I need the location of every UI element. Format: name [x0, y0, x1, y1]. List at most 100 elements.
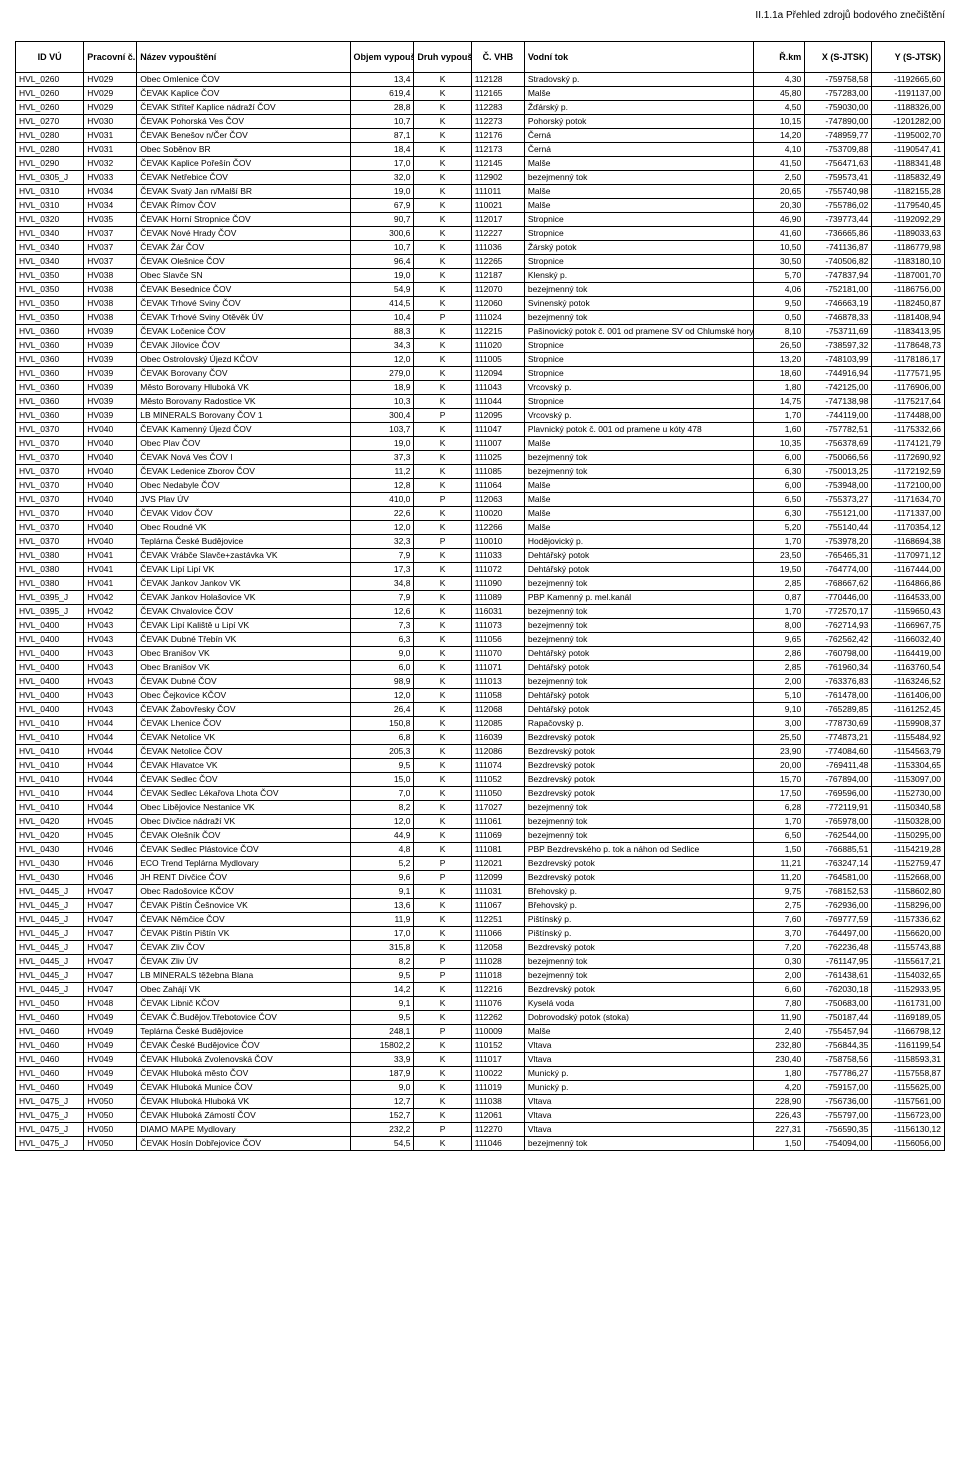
- table-cell: 96,4: [350, 255, 414, 269]
- table-cell: 9,10: [754, 703, 805, 717]
- table-row: HVL_0460HV049ČEVAK Č.Budějov.Třebotovice…: [16, 1011, 945, 1025]
- table-cell: -746878,33: [805, 311, 872, 325]
- table-cell: ČEVAK Trhové Sviny ČOV: [137, 297, 350, 311]
- table-cell: bezejmenný tok: [524, 801, 754, 815]
- table-cell: 111018: [471, 969, 524, 983]
- table-cell: HVL_0360: [16, 367, 84, 381]
- table-cell: K: [414, 297, 471, 311]
- table-cell: -757782,51: [805, 423, 872, 437]
- col-header-y: Y (S-JTSK): [872, 42, 945, 73]
- table-cell: 111056: [471, 633, 524, 647]
- table-cell: HV031: [84, 129, 137, 143]
- table-cell: 111072: [471, 563, 524, 577]
- table-row: HVL_0260HV029ČEVAK Stříteř Kaplice nádra…: [16, 101, 945, 115]
- table-cell: HV032: [84, 157, 137, 171]
- table-cell: 0,87: [754, 591, 805, 605]
- table-cell: 9,50: [754, 297, 805, 311]
- table-row: HVL_0340HV037ČEVAK Olešnice ČOV96,4K1122…: [16, 255, 945, 269]
- table-cell: -1188341,48: [872, 157, 945, 171]
- table-cell: bezejmenný tok: [524, 815, 754, 829]
- table-cell: Obec Libějovice Nestanice VK: [137, 801, 350, 815]
- table-row: HVL_0350HV038ČEVAK Besednice ČOV54,9K112…: [16, 283, 945, 297]
- table-cell: -762030,18: [805, 983, 872, 997]
- table-cell: 112176: [471, 129, 524, 143]
- table-cell: 111076: [471, 997, 524, 1011]
- table-cell: bezejmenný tok: [524, 283, 754, 297]
- table-cell: -761147,95: [805, 955, 872, 969]
- table-cell: HVL_0260: [16, 101, 84, 115]
- table-cell: 12,0: [350, 689, 414, 703]
- table-cell: -756736,00: [805, 1095, 872, 1109]
- table-cell: HV041: [84, 563, 137, 577]
- table-cell: bezejmenný tok: [524, 605, 754, 619]
- table-cell: -1158602,80: [872, 885, 945, 899]
- table-cell: HV050: [84, 1137, 137, 1151]
- table-cell: 90,7: [350, 213, 414, 227]
- table-cell: -1150328,00: [872, 815, 945, 829]
- table-cell: 112095: [471, 409, 524, 423]
- table-cell: ČEVAK Hlavatce VK: [137, 759, 350, 773]
- table-cell: 111066: [471, 927, 524, 941]
- table-cell: HVL_0270: [16, 115, 84, 129]
- table-cell: ČEVAK Hluboká Zámostí ČOV: [137, 1109, 350, 1123]
- table-row: HVL_0445_JHV047Obec Radošovice KČOV9,1K1…: [16, 885, 945, 899]
- table-cell: -761960,34: [805, 661, 872, 675]
- table-row: HVL_0400HV043Obec Branišov VK9,0K111070D…: [16, 647, 945, 661]
- table-cell: 33,9: [350, 1053, 414, 1067]
- table-cell: HVL_0280: [16, 129, 84, 143]
- table-cell: -1166032,40: [872, 633, 945, 647]
- table-cell: 227,31: [754, 1123, 805, 1137]
- table-cell: 111073: [471, 619, 524, 633]
- table-cell: HVL_0400: [16, 661, 84, 675]
- table-cell: ČEVAK Lipí Kaliště u Lipí VK: [137, 619, 350, 633]
- table-cell: 2,85: [754, 577, 805, 591]
- table-cell: HV038: [84, 311, 137, 325]
- table-cell: -1191137,00: [872, 87, 945, 101]
- table-cell: -1156130,12: [872, 1123, 945, 1137]
- table-cell: 1,80: [754, 381, 805, 395]
- table-cell: 279,0: [350, 367, 414, 381]
- table-cell: LB MINERALS Borovany ČOV 1: [137, 409, 350, 423]
- table-cell: ČEVAK Pohorská Ves ČOV: [137, 115, 350, 129]
- table-cell: HVL_0340: [16, 241, 84, 255]
- table-cell: 10,15: [754, 115, 805, 129]
- table-cell: 1,70: [754, 535, 805, 549]
- table-cell: HVL_0445_J: [16, 927, 84, 941]
- table-cell: HV038: [84, 269, 137, 283]
- table-cell: Obec Slavče SN: [137, 269, 350, 283]
- table-cell: HVL_0420: [16, 829, 84, 843]
- table-cell: 19,0: [350, 269, 414, 283]
- table-cell: Teplárna České Budějovice: [137, 535, 350, 549]
- table-cell: 103,7: [350, 423, 414, 437]
- table-cell: P: [414, 969, 471, 983]
- table-cell: HVL_0370: [16, 507, 84, 521]
- table-cell: HVL_0380: [16, 563, 84, 577]
- table-cell: Bezdrevský potok: [524, 871, 754, 885]
- table-cell: HVL_0400: [16, 647, 84, 661]
- table-cell: ČEVAK Č.Budějov.Třebotovice ČOV: [137, 1011, 350, 1025]
- table-cell: -755373,27: [805, 493, 872, 507]
- table-cell: -1154219,28: [872, 843, 945, 857]
- table-cell: Břehovský p.: [524, 899, 754, 913]
- table-row: HVL_0420HV045Obec Dívčice nádraží VK12,0…: [16, 815, 945, 829]
- table-cell: 5,70: [754, 269, 805, 283]
- table-row: HVL_0360HV039LB MINERALS Borovany ČOV 13…: [16, 409, 945, 423]
- table-row: HVL_0430HV046ČEVAK Sedlec Plástovice ČOV…: [16, 843, 945, 857]
- table-cell: HV047: [84, 927, 137, 941]
- table-cell: Hodějovický p.: [524, 535, 754, 549]
- table-cell: HVL_0380: [16, 577, 84, 591]
- table-cell: 111090: [471, 577, 524, 591]
- table-cell: 37,3: [350, 451, 414, 465]
- table-cell: K: [414, 157, 471, 171]
- table-cell: -1172100,00: [872, 479, 945, 493]
- table-cell: 20,65: [754, 185, 805, 199]
- table-cell: -758758,56: [805, 1053, 872, 1067]
- table-cell: Kyselá voda: [524, 997, 754, 1011]
- table-cell: 111071: [471, 661, 524, 675]
- table-cell: -1152730,00: [872, 787, 945, 801]
- table-cell: K: [414, 353, 471, 367]
- table-cell: HV031: [84, 143, 137, 157]
- table-cell: -747138,98: [805, 395, 872, 409]
- table-cell: -772570,17: [805, 605, 872, 619]
- table-cell: HV043: [84, 703, 137, 717]
